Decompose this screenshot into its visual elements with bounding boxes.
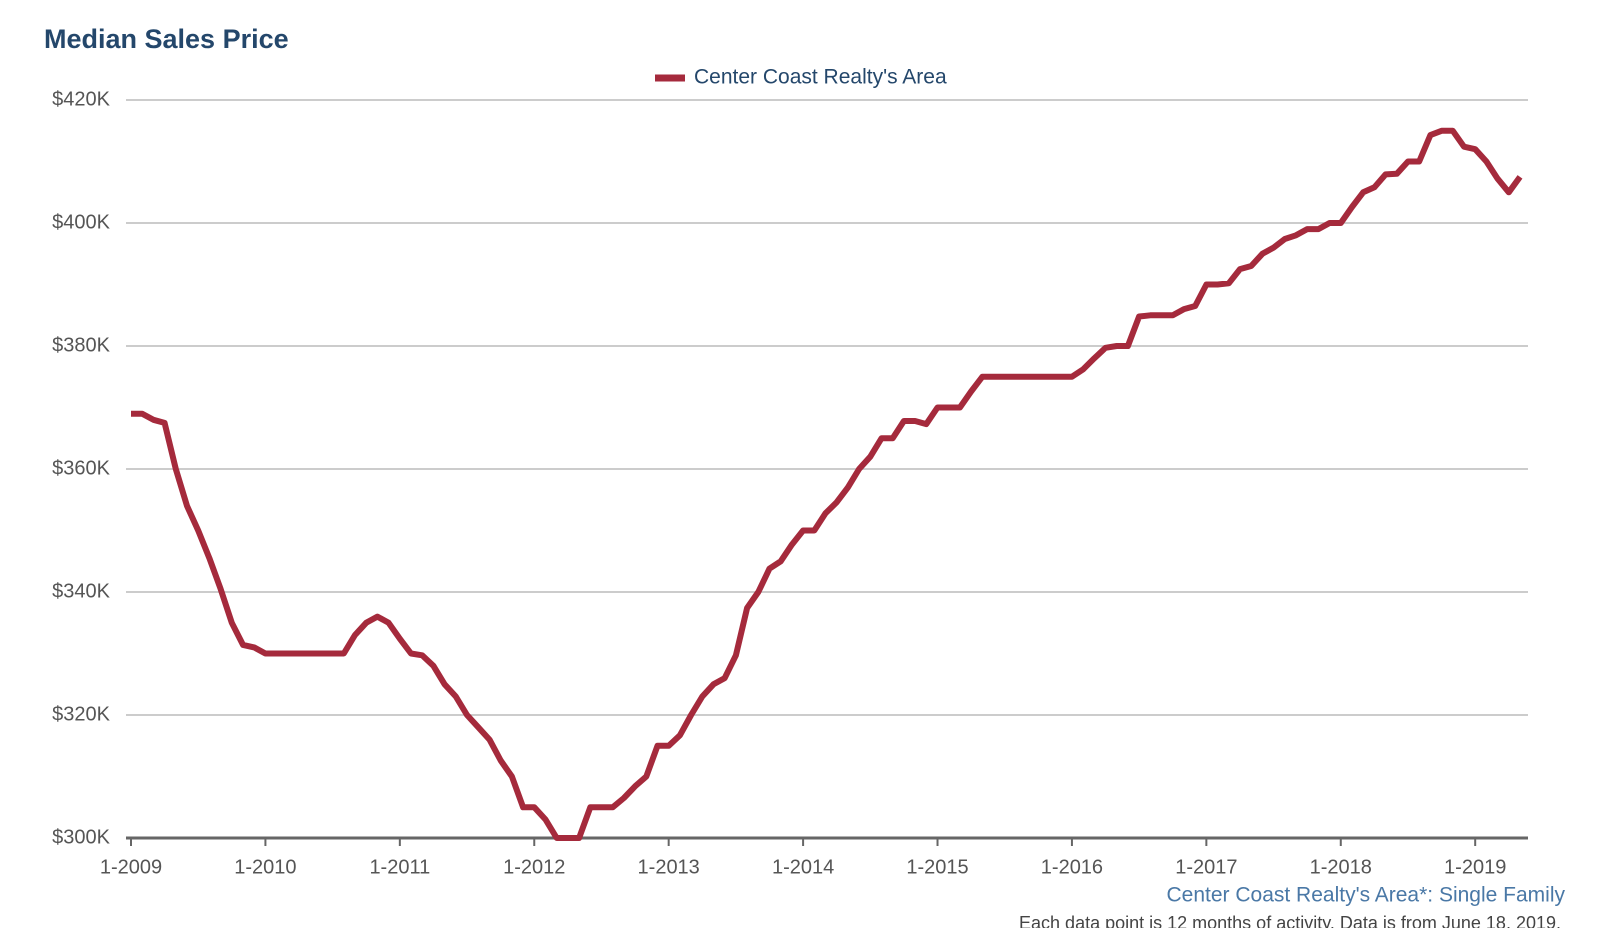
x-tick-label: 1-2016 [1041, 856, 1103, 878]
x-tick-label: 1-2010 [234, 856, 296, 878]
y-tick-label: $420K [52, 88, 110, 110]
chart-note: Each data point is 12 months of activity… [1019, 913, 1561, 928]
x-tick-label: 1-2015 [906, 856, 968, 878]
chart-title: Median Sales Price [44, 24, 289, 54]
y-tick-label: $380K [52, 334, 110, 356]
x-tick-label: 1-2011 [369, 856, 430, 878]
x-tick-label: 1-2014 [772, 856, 834, 878]
legend-label: Center Coast Realty's Area [694, 66, 947, 89]
y-tick-label: $360K [52, 457, 110, 479]
x-tick-label: 1-2018 [1310, 856, 1372, 878]
x-tick-label: 1-2019 [1444, 856, 1506, 878]
y-tick-label: $340K [52, 580, 110, 602]
x-tick-label: 1-2012 [503, 856, 565, 878]
y-tick-label: $320K [52, 703, 110, 725]
chart-subtitle: Center Coast Realty's Area*: Single Fami… [1166, 884, 1565, 907]
series-line [131, 127, 1523, 841]
x-tick-label: 1-2017 [1175, 856, 1237, 878]
x-tick-label: 1-2009 [100, 856, 162, 878]
y-tick-label: $300K [52, 826, 110, 848]
y-tick-label: $400K [52, 211, 110, 233]
x-tick-label: 1-2013 [638, 856, 700, 878]
